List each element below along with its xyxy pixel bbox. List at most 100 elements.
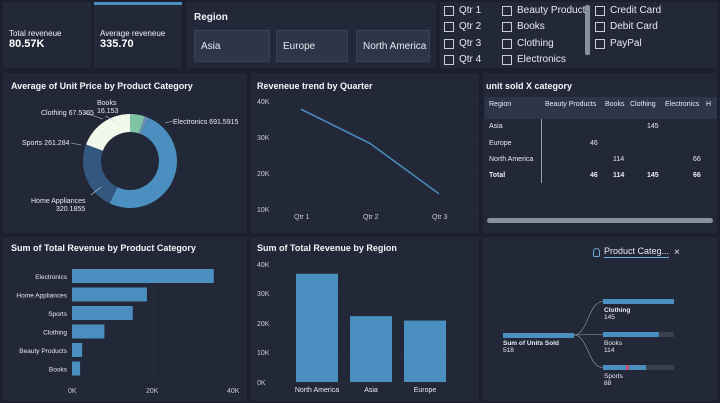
checkbox-icon[interactable]: [444, 21, 454, 32]
decomp-node-label: Clothing: [604, 307, 630, 314]
filter-slicers-panel: Qtr 1 Qtr 2 Qtr 3 Qtr 4 Beauty Products …: [440, 2, 718, 68]
category-tick-label: Europe: [414, 387, 437, 394]
decomp-root-bar[interactable]: [503, 333, 574, 338]
decomp-link: [573, 301, 604, 336]
payment-option-paypal[interactable]: PayPal: [595, 38, 642, 49]
decomp-bar-sports[interactable]: [603, 365, 647, 370]
bar-books[interactable]: [72, 361, 81, 376]
quarter-option-qtr-2[interactable]: Qtr 2: [444, 21, 481, 32]
option-label: Beauty Products: [517, 5, 591, 16]
checkbox-icon[interactable]: [502, 38, 512, 49]
matrix-column-divider: [541, 119, 542, 183]
kpi-average-revenue-card: Average reveneue 335.70: [94, 2, 182, 68]
bar-asia[interactable]: [350, 316, 392, 382]
checkbox-icon[interactable]: [502, 21, 512, 32]
option-label: Credit Card: [610, 5, 662, 16]
bar-beauty-products[interactable]: [72, 343, 83, 357]
bar-home-appliances[interactable]: [72, 287, 147, 302]
category-option-books[interactable]: Books: [502, 21, 545, 32]
matrix-cell: 66: [693, 156, 701, 163]
unit-price-donut-visual[interactable]: Average of Unit Price by Product Categor…: [3, 73, 247, 233]
category-option-beauty-products[interactable]: Beauty Products: [502, 5, 590, 16]
checkbox-icon[interactable]: [595, 38, 605, 49]
quarter-option-qtr-4[interactable]: Qtr 4: [444, 54, 481, 65]
matrix-header-h[interactable]: H: [706, 101, 712, 108]
matrix-horizontal-scrollbar[interactable]: [487, 218, 713, 223]
bar-electronics[interactable]: [72, 269, 214, 283]
option-label: Qtr 2: [459, 21, 482, 32]
bar-sports[interactable]: [72, 306, 133, 320]
visual-title: Sum of Total Revenue by Product Category: [11, 243, 196, 253]
quarter-option-qtr-3[interactable]: Qtr 3: [444, 38, 481, 49]
checkbox-icon[interactable]: [595, 5, 605, 16]
y-tick-label: 10K: [257, 207, 270, 214]
checkbox-icon[interactable]: [502, 5, 512, 16]
decomp-root-label: Sum of Units Sold: [503, 340, 559, 347]
matrix-cell: 46: [590, 140, 598, 147]
donut-slice-books[interactable]: [138, 116, 148, 135]
category-tick-label: Home Appliances: [16, 293, 67, 300]
option-label: Qtr 1: [459, 5, 482, 16]
category-slicer-scrollbar[interactable]: [585, 5, 590, 55]
checkbox-icon[interactable]: [444, 38, 454, 49]
leader-line: [90, 186, 102, 196]
decomp-bar-books[interactable]: [603, 332, 659, 337]
matrix-total-cell: 145: [647, 172, 659, 179]
checkbox-icon[interactable]: [444, 5, 454, 16]
visual-title: Reveneue trend by Quarter: [257, 81, 373, 91]
kpi-accent-bar: [94, 2, 182, 5]
bar-clothing[interactable]: [72, 324, 105, 339]
donut-label-home-appliances: Home Appliances: [31, 198, 86, 205]
x-tick-label: Qtr 1: [294, 214, 310, 221]
units-sold-matrix-visual[interactable]: unit sold X category Region Beauty Produ…: [483, 73, 717, 233]
matrix-header-electronics[interactable]: Electronics: [665, 101, 700, 108]
close-icon[interactable]: ×: [674, 246, 680, 258]
decomp-bar-clothing[interactable]: [603, 299, 674, 304]
quarter-option-qtr-1[interactable]: Qtr 1: [444, 5, 481, 16]
checkbox-icon[interactable]: [444, 54, 454, 65]
revenue-by-category-bar-visual[interactable]: Sum of Total Revenue by Product Category…: [3, 237, 247, 401]
matrix-header-region[interactable]: Region: [489, 101, 512, 108]
x-tick-label: 20K: [146, 388, 159, 395]
hbar-chart: Electronics Home Appliances Sports Clothing…: [16, 267, 240, 395]
region-option-europe[interactable]: Europe: [276, 30, 348, 62]
region-option-asia[interactable]: Asia: [194, 30, 270, 62]
x-tick-label: Qtr 2: [363, 214, 379, 221]
bar-north-america[interactable]: [296, 273, 338, 382]
matrix-row-asia: Asia: [489, 123, 503, 130]
checkbox-icon[interactable]: [502, 54, 512, 65]
category-tick-label: Beauty Products: [19, 348, 67, 355]
option-label: Debit Card: [610, 21, 658, 32]
matrix-header-clothing[interactable]: Clothing: [630, 101, 656, 108]
decomp-link: [573, 334, 604, 336]
category-tick-label: Electronics: [35, 274, 68, 281]
matrix-header-books[interactable]: Books: [605, 101, 625, 108]
category-option-electronics[interactable]: Electronics: [502, 54, 566, 65]
category-option-clothing[interactable]: Clothing: [502, 38, 554, 49]
leader-line: [70, 142, 82, 146]
payment-option-credit-card[interactable]: Credit Card: [595, 5, 661, 16]
region-option-north-america[interactable]: North America: [356, 30, 430, 62]
decomposition-tree-visual[interactable]: Product Categ... × Sum of Units Sold 518…: [483, 237, 717, 401]
leader-line: [164, 120, 174, 124]
matrix-header-beauty-products[interactable]: Beauty Products: [545, 101, 597, 108]
option-label: Electronics: [517, 54, 566, 65]
donut-slice-home-appliances[interactable]: [83, 144, 118, 204]
revenue-trend-line-visual[interactable]: Reveneue trend by Quarter 40K 30K 20K 10…: [251, 73, 479, 233]
filter-chip[interactable]: Product Categ... ×: [593, 246, 680, 258]
category-tick-label: Clothing: [43, 330, 67, 337]
option-label: Clothing: [517, 38, 554, 49]
payment-option-debit-card[interactable]: Debit Card: [595, 21, 658, 32]
bar-europe[interactable]: [404, 320, 446, 382]
donut-slice-electronics[interactable]: [109, 117, 178, 208]
donut-slice-clothing[interactable]: [129, 114, 145, 134]
decomp-node-label: Sports: [604, 373, 624, 380]
donut-slice-sports[interactable]: [86, 114, 130, 151]
donut-label-books-value: 16.153: [97, 108, 119, 115]
kpi-label: Average reveneue: [100, 29, 166, 38]
option-label: PayPal: [610, 38, 642, 49]
revenue-by-region-bar-visual[interactable]: Sum of Total Revenue by Region North Ame…: [251, 237, 479, 401]
donut-label-sports: Sports 261.284: [22, 140, 70, 147]
checkbox-icon[interactable]: [595, 21, 605, 32]
kpi-value: 335.70: [100, 38, 134, 50]
